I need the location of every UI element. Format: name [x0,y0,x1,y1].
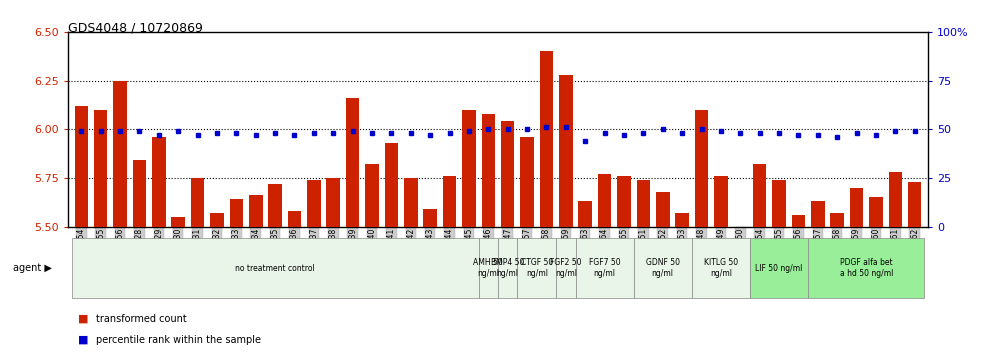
Bar [772,180,786,227]
Bar [540,51,553,227]
Text: ■: ■ [78,335,89,345]
Bar [656,192,669,227]
Bar [808,239,924,298]
Bar [423,209,437,227]
Text: BMP4 50
ng/ml: BMP4 50 ng/ml [491,258,524,278]
Bar [792,215,805,227]
Bar [75,106,88,227]
Bar [636,180,650,227]
Bar [598,174,612,227]
Text: GDNF 50
ng/ml: GDNF 50 ng/ml [645,258,679,278]
Text: agent ▶: agent ▶ [13,263,52,273]
Bar [229,199,243,227]
Text: AMH 50
ng/ml: AMH 50 ng/ml [473,258,503,278]
Bar [346,98,360,227]
Bar [443,176,456,227]
Bar [268,184,282,227]
Text: ■: ■ [78,314,89,324]
Text: FGF2 50
ng/ml: FGF2 50 ng/ml [550,258,582,278]
Bar [384,143,398,227]
Bar [888,172,902,227]
Bar [366,164,378,227]
Bar [479,239,498,298]
Bar [576,239,633,298]
Text: KITLG 50
ng/ml: KITLG 50 ng/ml [704,258,738,278]
Bar [831,213,844,227]
Bar [191,178,204,227]
Bar [695,110,708,227]
Bar [498,239,517,298]
Bar [404,178,417,227]
Bar [692,239,750,298]
Bar [559,75,573,227]
Bar [579,201,592,227]
Text: CTGF 50
ng/ml: CTGF 50 ng/ml [521,258,553,278]
Bar [556,239,576,298]
Bar [675,213,689,227]
Bar [908,182,921,227]
Bar [327,178,340,227]
Bar [811,201,825,227]
Text: percentile rank within the sample: percentile rank within the sample [96,335,261,345]
Bar [72,239,479,298]
Bar [210,213,224,227]
Bar [249,195,263,227]
Bar [750,239,808,298]
Bar [618,176,630,227]
Bar [94,110,108,227]
Bar [753,164,767,227]
Bar [870,197,882,227]
Text: no treatment control: no treatment control [235,264,315,273]
Bar [171,217,185,227]
Text: LIF 50 ng/ml: LIF 50 ng/ml [755,264,803,273]
Text: GDS4048 / 10720869: GDS4048 / 10720869 [68,22,202,35]
Text: transformed count: transformed count [96,314,186,324]
Bar [850,188,864,227]
Bar [114,80,126,227]
Bar [481,114,495,227]
Bar [501,121,515,227]
Bar [520,137,534,227]
Bar [462,110,476,227]
Bar [132,160,146,227]
Bar [307,180,321,227]
Bar [288,211,301,227]
Bar [517,239,556,298]
Bar [714,176,728,227]
Bar [152,137,165,227]
Bar [633,239,692,298]
Text: FGF7 50
ng/ml: FGF7 50 ng/ml [589,258,621,278]
Text: PDGF alfa bet
a hd 50 ng/ml: PDGF alfa bet a hd 50 ng/ml [840,258,893,278]
